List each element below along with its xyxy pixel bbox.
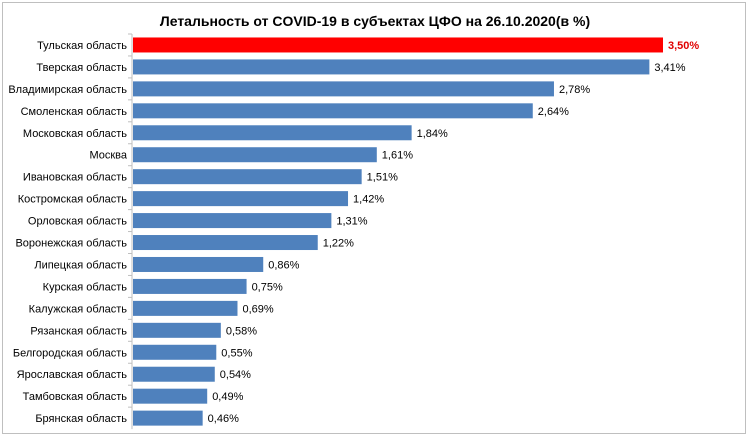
category-label: Ярославская область (17, 369, 128, 381)
category-label: Костромская область (18, 194, 128, 206)
bar (133, 300, 238, 316)
bar (133, 191, 349, 207)
data-label: 0,75% (252, 281, 283, 293)
category-label: Тульская область (37, 40, 127, 52)
chart-frame: Летальность от COVID-19 в субъектах ЦФО … (2, 2, 746, 434)
data-label: 3,41% (654, 62, 685, 74)
data-label: 0,69% (242, 303, 273, 315)
data-label: 1,22% (323, 238, 354, 250)
bar (133, 256, 264, 272)
bar (133, 278, 247, 294)
category-label: Калужская область (29, 303, 128, 315)
bar-chart: Тульская область 3,50% Тверская область 3,4… (8, 33, 699, 430)
data-label: 0,86% (268, 259, 299, 271)
bar (133, 103, 533, 119)
data-label: 2,64% (538, 106, 569, 118)
data-label: 2,78% (559, 84, 590, 96)
data-label: 0,55% (221, 347, 252, 359)
data-label: 1,31% (336, 216, 367, 228)
data-label: 0,54% (220, 369, 251, 381)
bar (133, 344, 217, 360)
category-label: Липецкая область (34, 259, 127, 271)
bar (133, 213, 332, 229)
bar (133, 81, 554, 97)
bar (133, 388, 208, 404)
category-label: Москва (89, 150, 127, 162)
category-label: Рязанская область (30, 325, 127, 337)
chart-title: Летальность от COVID-19 в субъектах ЦФО … (159, 13, 591, 29)
bar-highlighted (133, 37, 663, 53)
category-label: Орловская область (28, 216, 127, 228)
category-label: Курская область (43, 281, 128, 293)
category-label: Московская область (23, 128, 127, 140)
category-label: Ивановская область (23, 172, 127, 184)
bar (133, 235, 318, 251)
data-label: 0,58% (226, 325, 257, 337)
bar (133, 410, 203, 426)
data-label: 1,61% (382, 150, 413, 162)
category-label: Тамбовская область (23, 391, 128, 403)
bar (133, 366, 215, 382)
data-label: 3,50% (668, 40, 699, 52)
data-label: 1,84% (417, 128, 448, 140)
bar (133, 59, 650, 75)
bar (133, 147, 377, 163)
data-label: 0,49% (212, 391, 243, 403)
bar (133, 125, 412, 141)
data-label: 0,46% (208, 413, 239, 425)
bar (133, 322, 221, 338)
bar (133, 169, 362, 185)
category-label: Тверская область (36, 62, 127, 74)
category-label: Белгородская область (13, 347, 127, 359)
data-label: 1,42% (353, 194, 384, 206)
category-label: Брянская область (35, 413, 127, 425)
data-label: 1,51% (367, 172, 398, 184)
category-label: Владимирская область (8, 84, 127, 96)
category-label: Воронежская область (15, 238, 127, 250)
category-label: Смоленская область (21, 106, 128, 118)
